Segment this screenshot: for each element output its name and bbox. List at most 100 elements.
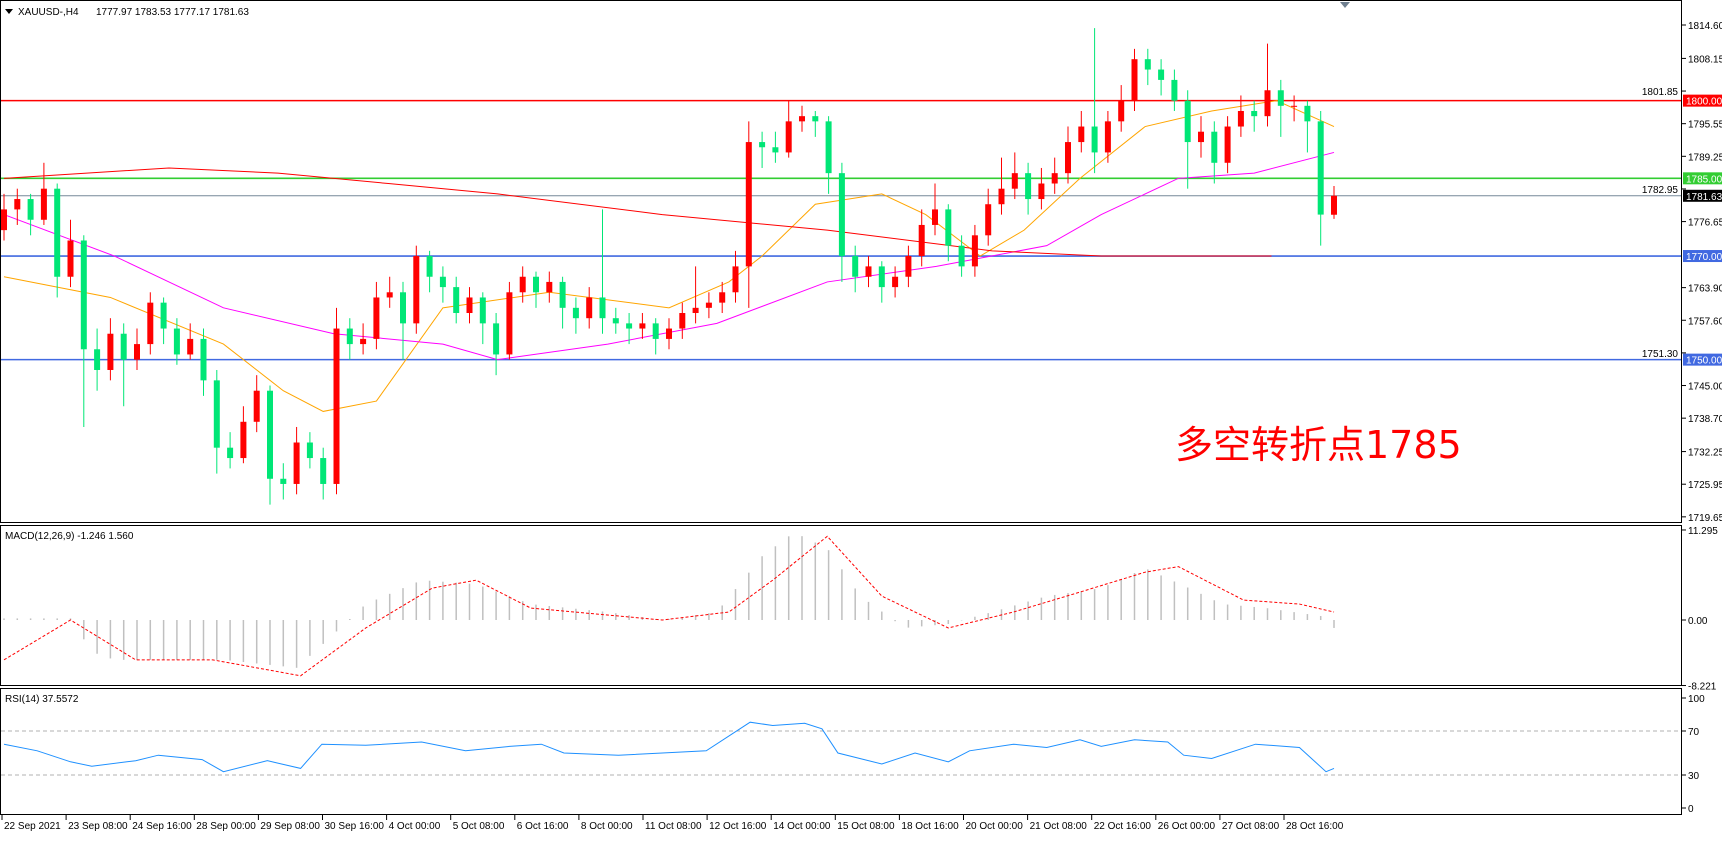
candle-body <box>134 344 140 360</box>
candle-body <box>559 281 566 308</box>
time-tick-label: 29 Sep 08:00 <box>260 821 320 832</box>
time-tick-label: 28 Oct 16:00 <box>1286 821 1344 832</box>
candle-body <box>971 235 978 267</box>
macd-tick-label: 11.295 <box>1688 526 1718 537</box>
time-tick-label: 14 Oct 00:00 <box>773 821 831 832</box>
candle-body <box>1331 195 1337 215</box>
candle-body <box>1118 100 1125 122</box>
candle-body <box>785 121 792 153</box>
price-line-label: 1800.00 <box>1686 97 1722 108</box>
candle-body <box>1144 59 1151 70</box>
time-tick-label: 15 Oct 08:00 <box>837 821 895 832</box>
price-panel[interactable] <box>1 28 1681 505</box>
candle-body <box>227 447 234 459</box>
candle-body <box>147 302 154 345</box>
candle-body <box>679 313 686 329</box>
candle-body <box>1065 142 1071 174</box>
candle-body <box>1211 131 1218 163</box>
candle-body <box>14 199 21 210</box>
price-tick-label: 1732.25 <box>1688 448 1722 459</box>
symbol-menu-triangle-icon[interactable] <box>5 9 13 14</box>
candle-body <box>799 116 805 122</box>
macd-panel[interactable] <box>3 535 1335 677</box>
candle-body <box>479 297 486 324</box>
price-tick-label: 1757.60 <box>1688 316 1722 327</box>
candle-body <box>1171 79 1178 101</box>
candle-body <box>333 328 340 484</box>
candle-body <box>1051 173 1058 184</box>
candle-body <box>67 240 74 277</box>
time-tick-label: 23 Sep 08:00 <box>68 821 128 832</box>
candle-body <box>732 266 739 293</box>
axes: 1814.60 1808.15 1801.85 1795.55 1789.25 1782.… <box>1 21 1722 832</box>
candle-body <box>705 302 712 308</box>
candle-body <box>253 390 260 422</box>
candle-body <box>945 209 952 246</box>
candle-body <box>932 209 938 225</box>
candle-body <box>985 204 992 236</box>
candle-body <box>666 328 672 339</box>
time-tick-label: 22 Sep 2021 <box>4 821 61 832</box>
candle-body <box>812 116 819 122</box>
candle-body <box>918 224 925 257</box>
candle-body <box>54 188 61 277</box>
candle-body <box>905 256 912 277</box>
candle-body <box>506 292 513 355</box>
price-line-label-bg <box>1683 189 1722 202</box>
candle-body <box>346 328 353 345</box>
candle-body <box>1317 121 1324 215</box>
candle-body <box>745 142 752 267</box>
macd-title: MACD(12,26,9) -1.246 1.560 <box>5 531 134 542</box>
panel-frames <box>0 0 1682 815</box>
candle-body <box>546 281 553 293</box>
candle-body <box>1025 173 1032 200</box>
candle-body <box>1277 90 1284 106</box>
time-tick-label: 6 Oct 16:00 <box>517 821 569 832</box>
candle-body <box>865 266 872 277</box>
candle-body <box>838 173 845 257</box>
candle-body <box>692 307 699 314</box>
time-tick-label: 4 Oct 00:00 <box>389 821 441 832</box>
candle-body <box>1237 110 1244 127</box>
rsi-panel[interactable] <box>1 721 1681 776</box>
price-tick-label: 1814.60 <box>1688 21 1722 32</box>
price-line-label-bg <box>1683 94 1722 107</box>
candle-body <box>1304 105 1311 122</box>
candle-body <box>400 292 406 324</box>
candle-body <box>160 302 167 329</box>
macd-tick-label: 0.00 <box>1688 616 1708 627</box>
time-tick-label: 22 Oct 16:00 <box>1094 821 1152 832</box>
candle-body <box>825 121 832 174</box>
rsi-panel-frame <box>0 688 1682 815</box>
candle-body <box>852 256 859 277</box>
time-tick-label: 11 Oct 08:00 <box>645 821 702 832</box>
candle-body <box>27 199 34 220</box>
time-tick-label: 30 Sep 16:00 <box>325 821 385 832</box>
annotation-text: 多空转折点1785 <box>1175 423 1462 467</box>
candle-body <box>1184 100 1191 143</box>
time-tick-label: 5 Oct 08:00 <box>453 821 505 832</box>
candle-body <box>200 338 207 381</box>
candle-body <box>892 276 899 288</box>
price-line-label: 1750.00 <box>1686 356 1722 367</box>
price-tick-label: 1808.15 <box>1688 54 1722 65</box>
price-tick-label: 1776.65 <box>1688 218 1722 229</box>
price-tick-label: 1751.30 <box>1642 349 1679 360</box>
moving-average-1 <box>3 151 1335 361</box>
candle-body <box>280 478 287 484</box>
price-tick-label: 1795.55 <box>1688 120 1722 131</box>
candle-body <box>772 147 779 153</box>
time-tick-label: 21 Oct 08:00 <box>1030 821 1088 832</box>
candle-body <box>187 338 194 355</box>
candle-body <box>958 245 965 267</box>
chart-shift-triangle-icon[interactable] <box>1340 2 1350 8</box>
candle-body <box>373 297 380 339</box>
time-tick-label: 12 Oct 16:00 <box>709 821 767 832</box>
candle-body <box>1158 69 1165 80</box>
candle-body <box>240 421 247 459</box>
candle-body <box>94 349 101 370</box>
candle-body <box>80 240 87 350</box>
time-tick-label: 28 Sep 00:00 <box>196 821 256 832</box>
candle-body <box>639 323 646 329</box>
